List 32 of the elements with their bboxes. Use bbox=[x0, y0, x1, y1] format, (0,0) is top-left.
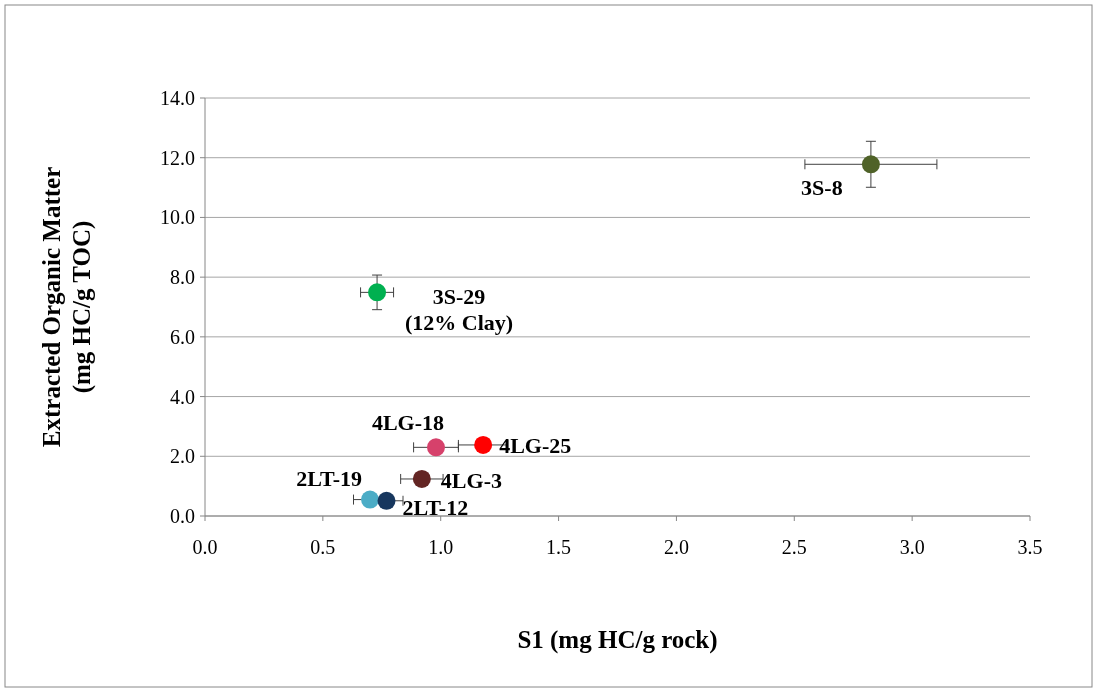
x-tick-label: 3.5 bbox=[1017, 536, 1043, 558]
x-tick-label: 2.0 bbox=[663, 536, 689, 558]
annotation: 2LT-19 bbox=[296, 465, 362, 491]
point bbox=[361, 490, 379, 509]
y-tick-label: 0.0 bbox=[170, 505, 195, 527]
annotation: 4LG-25 bbox=[499, 432, 572, 458]
y-tick-label: 4.0 bbox=[170, 385, 195, 408]
point bbox=[427, 438, 445, 457]
y-tick-label: 6.0 bbox=[170, 325, 195, 348]
annotation: 4LG-3 bbox=[440, 467, 502, 493]
y-tick-label: 8.0 bbox=[170, 266, 195, 289]
annotation: 3S-29 (12% Clay) bbox=[404, 284, 514, 335]
y-tick-label: 12.0 bbox=[160, 146, 195, 169]
annotation: 4LG-18 bbox=[371, 410, 445, 436]
x-tick-label: 0.0 bbox=[192, 536, 218, 558]
y-tick-label: 2.0 bbox=[170, 445, 195, 468]
point bbox=[861, 155, 880, 174]
x-axis-title: S1 (mg HC/g rock) bbox=[517, 626, 718, 654]
y-axis-title: Extracted Organic Matter (mg HC/g TOC) bbox=[38, 166, 96, 448]
x-tick-label: 0.5 bbox=[310, 536, 336, 558]
point bbox=[474, 435, 493, 454]
point bbox=[377, 491, 396, 510]
y-tick-label: 14.0 bbox=[160, 87, 195, 109]
x-tick-label: 1.0 bbox=[428, 536, 454, 558]
point bbox=[412, 469, 431, 488]
point bbox=[368, 283, 387, 302]
annotation: 3S-8 bbox=[801, 175, 843, 201]
annotation: 2LT-12 bbox=[402, 494, 469, 520]
x-tick-label: 2.5 bbox=[781, 536, 807, 558]
x-tick-label: 1.5 bbox=[546, 536, 572, 558]
y-tick-label: 10.0 bbox=[160, 206, 195, 229]
x-tick-label: 3.0 bbox=[899, 536, 925, 558]
